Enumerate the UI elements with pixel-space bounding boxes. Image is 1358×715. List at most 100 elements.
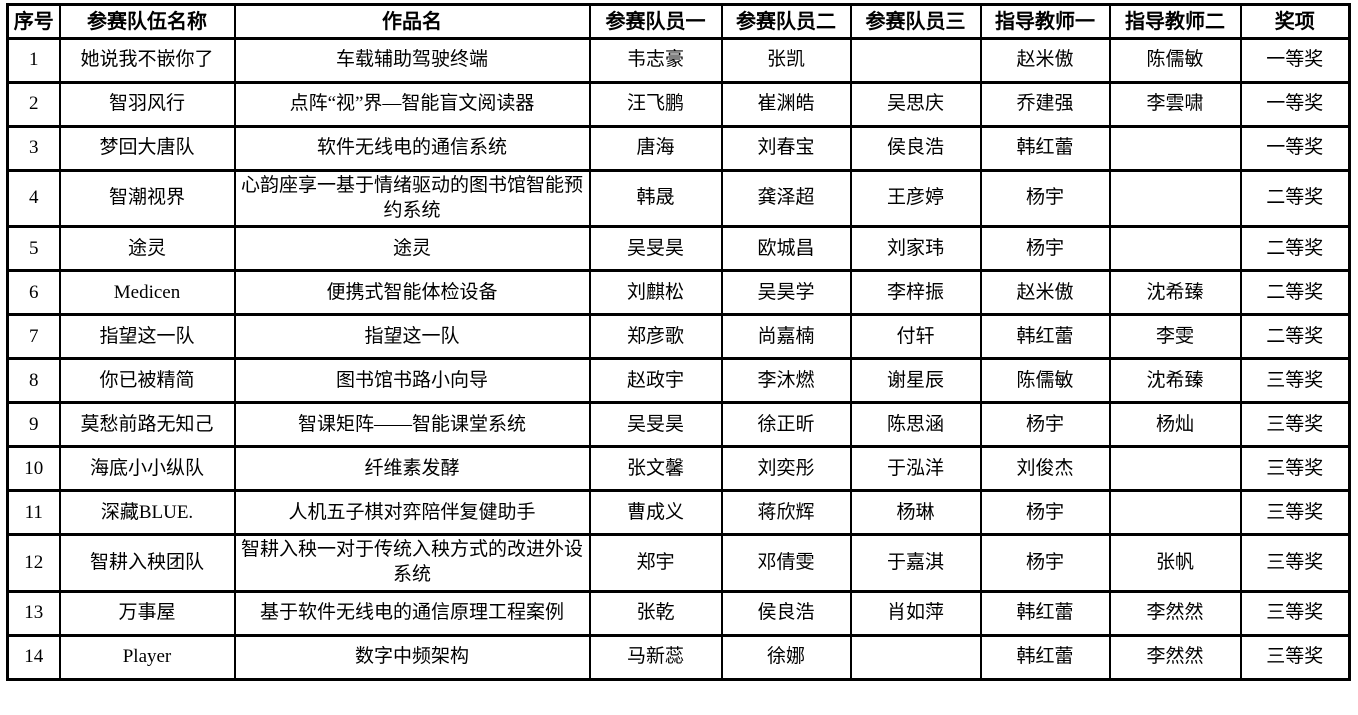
cell-work: 基于软件无线电的通信原理工程案例	[233, 589, 591, 637]
table-row: 11 深藏BLUE. 人机五子棋对弈陪伴复健助手 曹成义 蒋欣辉 杨琳 杨宇 三等奖	[6, 489, 1351, 537]
cell-teacher1: 韩红蕾	[979, 589, 1111, 637]
cell-member3: 于泓洋	[849, 445, 982, 493]
cell-work: 点阵“视”界—智能盲文阅读器	[233, 81, 591, 128]
cell-member3: 杨琳	[849, 489, 982, 537]
table-row: 1 她说我不嵌你了 车载辅助驾驶终端 韦志豪 张凯 赵米傲 陈儒敏 一等奖	[6, 37, 1351, 84]
cell-member3	[849, 37, 982, 84]
table-row: 2 智羽风行 点阵“视”界—智能盲文阅读器 汪飞鹏 崔渊皓 吴思庆 乔建强 李雲啸 一等奖	[6, 81, 1351, 128]
cell-work: 智课矩阵——智能课堂系统	[233, 401, 591, 449]
cell-member1: 马新蕊	[588, 633, 723, 681]
cell-teacher1: 韩红蕾	[979, 313, 1111, 361]
cell-index: 5	[6, 225, 61, 273]
cell-member3	[849, 633, 982, 681]
table-row: 6 Medicen 便携式智能体检设备 刘麒松 吴昊学 李梓振 赵米傲 沈希臻 二等奖	[6, 269, 1351, 317]
cell-member2: 崔渊皓	[720, 81, 852, 128]
competition-awards-table: 序号 参赛队伍名称 作品名 参赛队员一 参赛队员二 参赛队员三 指导教师一 指导教师二 奖项 1…	[6, 3, 1351, 681]
cell-award: 三等奖	[1239, 533, 1351, 593]
cell-member3: 于嘉淇	[849, 533, 982, 593]
cell-teacher1: 杨宇	[979, 533, 1111, 593]
cell-member1: 刘麒松	[588, 269, 723, 317]
cell-member1: 唐海	[588, 125, 723, 172]
cell-member1: 张乾	[588, 589, 723, 637]
cell-member1: 曹成义	[588, 489, 723, 537]
cell-index: 3	[6, 125, 61, 172]
cell-member1: 郑彦歌	[588, 313, 723, 361]
cell-work: 数字中频架构	[233, 633, 591, 681]
table-row: 9 莫愁前路无知己 智课矩阵——智能课堂系统 吴旻昊 徐正昕 陈思涵 杨宇 杨灿 三等奖	[6, 401, 1351, 449]
cell-teacher2	[1108, 225, 1242, 273]
cell-work: 图书馆书路小向导	[233, 357, 591, 405]
table-row: 3 梦回大唐队 软件无线电的通信系统 唐海 刘春宝 侯良浩 韩红蕾 一等奖	[6, 125, 1351, 172]
cell-index: 12	[6, 533, 61, 593]
cell-award: 三等奖	[1239, 633, 1351, 681]
cell-work: 人机五子棋对弈陪伴复健助手	[233, 489, 591, 537]
cell-teacher2: 李雲啸	[1108, 81, 1242, 128]
cell-member3: 李梓振	[849, 269, 982, 317]
cell-member2: 邓倩雯	[720, 533, 852, 593]
cell-member2: 刘奕彤	[720, 445, 852, 493]
cell-award: 三等奖	[1239, 401, 1351, 449]
table-row: 7 指望这一队 指望这一队 郑彦歌 尚嘉楠 付轩 韩红蕾 李雯 二等奖	[6, 313, 1351, 361]
cell-team: 万事屋	[58, 589, 236, 637]
cell-teacher1: 韩红蕾	[979, 633, 1111, 681]
cell-teacher2: 张帆	[1108, 533, 1242, 593]
cell-member2: 徐娜	[720, 633, 852, 681]
cell-teacher2: 沈希臻	[1108, 269, 1242, 317]
cell-member3: 付轩	[849, 313, 982, 361]
cell-team: 她说我不嵌你了	[58, 37, 236, 84]
cell-member1: 吴旻昊	[588, 225, 723, 273]
cell-index: 2	[6, 81, 61, 128]
cell-index: 10	[6, 445, 61, 493]
cell-teacher1: 杨宇	[979, 489, 1111, 537]
table-row: 12 智耕入秧团队 智耕入秧一对于传统入秧方式的改进外设系统 郑宇 邓倩雯 于嘉淇 杨宇 张帆…	[6, 533, 1351, 593]
cell-member2: 李沐燃	[720, 357, 852, 405]
cell-member3: 吴思庆	[849, 81, 982, 128]
cell-award: 二等奖	[1239, 313, 1351, 361]
cell-work: 途灵	[233, 225, 591, 273]
cell-teacher1: 韩红蕾	[979, 125, 1111, 172]
cell-award: 三等奖	[1239, 357, 1351, 405]
column-header-team: 参赛队伍名称	[58, 3, 236, 40]
cell-team: Player	[58, 633, 236, 681]
cell-member3: 刘家玮	[849, 225, 982, 273]
cell-member3: 侯良浩	[849, 125, 982, 172]
table-row: 14 Player 数字中频架构 马新蕊 徐娜 韩红蕾 李然然 三等奖	[6, 633, 1351, 681]
cell-award: 三等奖	[1239, 589, 1351, 637]
cell-member2: 吴昊学	[720, 269, 852, 317]
cell-teacher2	[1108, 168, 1242, 229]
cell-member1: 郑宇	[588, 533, 723, 593]
cell-member1: 赵政宇	[588, 357, 723, 405]
cell-teacher1: 乔建强	[979, 81, 1111, 128]
cell-teacher1: 杨宇	[979, 401, 1111, 449]
table-row: 10 海底小小纵队 纤维素发酵 张文馨 刘奕彤 于泓洋 刘俊杰 三等奖	[6, 445, 1351, 493]
cell-member3: 肖如萍	[849, 589, 982, 637]
column-header-teacher2: 指导教师二	[1108, 3, 1242, 40]
cell-teacher2	[1108, 489, 1242, 537]
cell-teacher1: 杨宇	[979, 168, 1111, 229]
cell-award: 二等奖	[1239, 168, 1351, 229]
cell-index: 6	[6, 269, 61, 317]
cell-team: 莫愁前路无知己	[58, 401, 236, 449]
cell-teacher2	[1108, 445, 1242, 493]
cell-teacher2: 陈儒敏	[1108, 37, 1242, 84]
table-row: 13 万事屋 基于软件无线电的通信原理工程案例 张乾 侯良浩 肖如萍 韩红蕾 李然然 三等奖	[6, 589, 1351, 637]
cell-index: 14	[6, 633, 61, 681]
cell-team: 你已被精简	[58, 357, 236, 405]
header-row: 序号 参赛队伍名称 作品名 参赛队员一 参赛队员二 参赛队员三 指导教师一 指导教师二 奖项	[6, 3, 1351, 40]
cell-teacher1: 杨宇	[979, 225, 1111, 273]
cell-member2: 徐正昕	[720, 401, 852, 449]
column-header-member2: 参赛队员二	[720, 3, 852, 40]
table-header: 序号 参赛队伍名称 作品名 参赛队员一 参赛队员二 参赛队员三 指导教师一 指导教师二 奖项	[6, 3, 1351, 40]
column-header-teacher1: 指导教师一	[979, 3, 1111, 40]
cell-work: 心韵座享一基于情绪驱动的图书馆智能预约系统	[233, 168, 591, 229]
cell-index: 13	[6, 589, 61, 637]
cell-work: 软件无线电的通信系统	[233, 125, 591, 172]
cell-team: 智耕入秧团队	[58, 533, 236, 593]
column-header-work: 作品名	[233, 3, 591, 40]
cell-teacher2: 李然然	[1108, 633, 1242, 681]
cell-teacher2	[1108, 125, 1242, 172]
cell-teacher2: 沈希臻	[1108, 357, 1242, 405]
cell-award: 一等奖	[1239, 81, 1351, 128]
cell-award: 三等奖	[1239, 489, 1351, 537]
cell-member1: 张文馨	[588, 445, 723, 493]
